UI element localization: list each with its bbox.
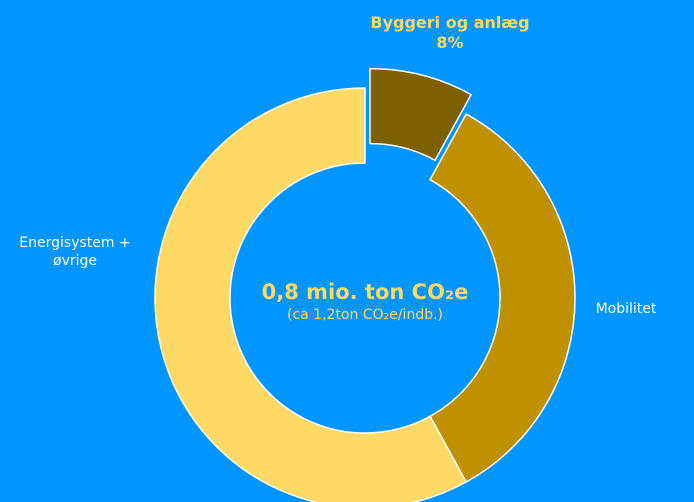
donut-slice <box>154 87 468 502</box>
donut-slice <box>369 67 473 162</box>
donut-slice <box>429 112 576 484</box>
slice-label: Byggeri og anlæg <box>370 13 530 32</box>
slice-label: Energisystem + øvrige <box>19 235 131 269</box>
value-label: 8% <box>436 33 464 52</box>
center-title: 0,8 mio. ton CO₂e <box>261 280 469 304</box>
center-subtitle: (ca 1,2ton CO₂e/indb.) <box>286 307 444 323</box>
slice-label: Mobilitet <box>595 301 657 317</box>
